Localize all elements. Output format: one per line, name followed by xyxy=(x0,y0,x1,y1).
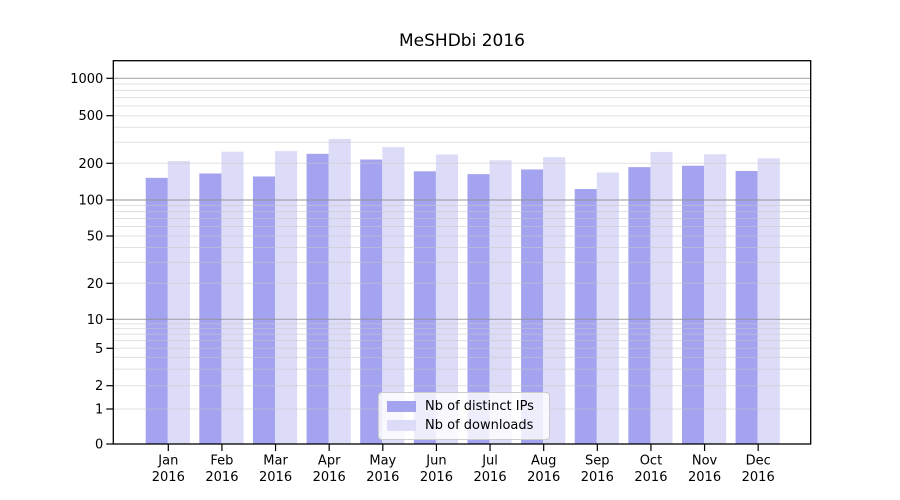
x-tick-label-year: 2016 xyxy=(581,470,614,485)
x-tick-label-year: 2016 xyxy=(313,470,346,485)
y-tick-label: 500 xyxy=(78,109,103,124)
y-tick-label: 50 xyxy=(87,230,104,245)
plot-border xyxy=(112,60,812,445)
bar-ips-may xyxy=(360,159,383,445)
x-tick-label-year: 2016 xyxy=(527,470,560,485)
bar-ips-nov xyxy=(681,165,705,444)
y-tick-label: 200 xyxy=(78,157,103,172)
x-tick-label-month: Jul xyxy=(481,454,498,469)
bar-ips-apr xyxy=(306,153,329,444)
x-tick-label-year: 2016 xyxy=(420,470,453,485)
x-tick-label-year: 2016 xyxy=(259,470,292,485)
bar-downloads-apr xyxy=(328,138,351,445)
x-tick-label-month: Nov xyxy=(692,454,718,469)
bar-ips-feb xyxy=(199,173,222,444)
x-tick-label-month: Apr xyxy=(318,454,341,469)
y-tick-label: 1000 xyxy=(70,72,103,87)
legend: Nb of distinct IPs Nb of downloads xyxy=(378,392,550,440)
x-tick-label-year: 2016 xyxy=(205,470,238,485)
bar-ips-jun xyxy=(413,171,436,445)
bar-downloads-dec xyxy=(757,158,780,445)
x-tick-label-year: 2016 xyxy=(474,470,507,485)
legend-swatch-distinct-ips xyxy=(387,401,416,412)
x-tick-label-year: 2016 xyxy=(366,470,399,485)
legend-label-distinct-ips: Nb of distinct IPs xyxy=(425,399,534,414)
legend-item-distinct-ips: Nb of distinct IPs xyxy=(387,399,537,414)
x-tick-label-month: Jan xyxy=(157,454,178,469)
bar-ips-jul xyxy=(467,174,490,444)
x-tick-label-year: 2016 xyxy=(742,470,775,485)
x-tick-label-year: 2016 xyxy=(152,470,185,485)
x-tick-label-month: Dec xyxy=(746,454,771,469)
bar-downloads-jan xyxy=(167,161,190,445)
y-tick-label: 0 xyxy=(95,438,103,453)
y-tick-label: 10 xyxy=(87,313,104,328)
bar-downloads-feb xyxy=(221,151,244,444)
bar-ips-mar xyxy=(252,176,276,444)
bar-downloads-may xyxy=(382,147,405,444)
x-tick-label-year: 2016 xyxy=(688,470,721,485)
y-tick-label: 20 xyxy=(87,277,104,292)
x-tick-label-month: Mar xyxy=(263,454,288,469)
x-tick-label-month: Feb xyxy=(210,454,233,469)
x-tick-label-month: Oct xyxy=(640,454,662,469)
bar-ips-oct xyxy=(628,167,651,444)
x-tick-label-month: Sep xyxy=(585,454,610,469)
bar-ips-aug xyxy=(521,169,544,445)
bar-downloads-oct xyxy=(650,151,673,445)
x-tick-label-year: 2016 xyxy=(634,470,667,485)
x-tick-label-month: Aug xyxy=(531,454,556,469)
bar-downloads-jul xyxy=(489,160,512,444)
y-tick-label: 1 xyxy=(95,403,103,418)
legend-swatch-downloads xyxy=(387,420,416,431)
bar-downloads-mar xyxy=(275,151,298,445)
bar-downloads-nov xyxy=(704,154,727,444)
bar-ips-dec xyxy=(735,170,758,444)
chart-title: MeSHDbi 2016 xyxy=(399,31,525,51)
bar-downloads-sep xyxy=(596,172,619,444)
x-tick-label-month: May xyxy=(369,454,396,469)
bar-ips-sep xyxy=(574,189,597,444)
x-tick-label-month: Jun xyxy=(425,454,446,469)
bar-ips-jan xyxy=(145,177,168,445)
bar-downloads-aug xyxy=(543,157,566,444)
y-tick-label: 5 xyxy=(95,342,103,357)
y-tick-label: 2 xyxy=(95,379,103,394)
legend-label-downloads: Nb of downloads xyxy=(425,418,534,433)
y-tick-label: 100 xyxy=(78,194,103,209)
legend-item-downloads: Nb of downloads xyxy=(387,418,537,433)
